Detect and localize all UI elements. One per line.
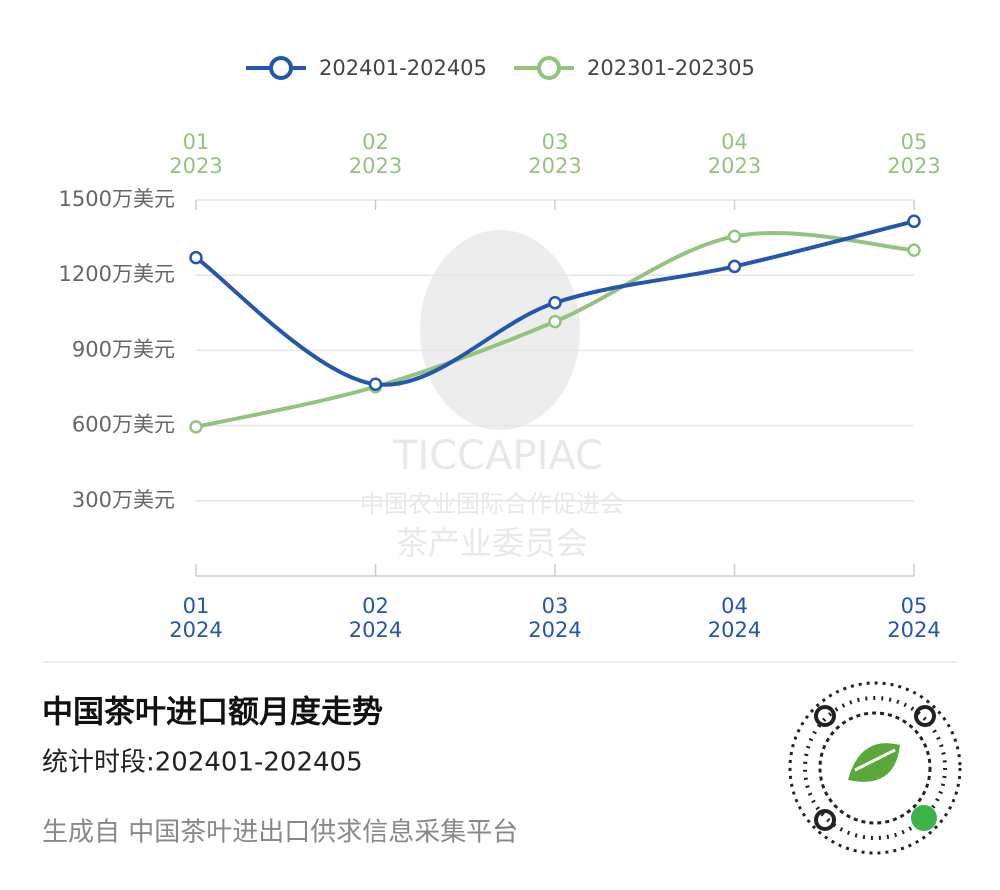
data-point: [189, 250, 203, 265]
x2-tick-label: 2023: [169, 154, 222, 178]
source: 生成自 中国茶叶进出口供求信息采集平台: [42, 818, 518, 848]
data-point: [189, 420, 203, 434]
legend-label: 202401-202405: [319, 56, 487, 80]
x-tick-label: 04: [721, 594, 748, 618]
x2-tick-label: 04: [721, 130, 748, 154]
data-point: [727, 229, 742, 244]
x2-tick-label: 02: [362, 130, 389, 154]
data-point: [907, 214, 921, 229]
x2-tick-label: 2023: [887, 154, 940, 178]
y-tick-label: 1500万美元: [59, 187, 175, 211]
x-tick-label: 03: [542, 594, 569, 618]
legend-marker: [537, 56, 561, 80]
x-tick-label: 2024: [528, 618, 581, 642]
legend-label: 202301-202305: [587, 56, 755, 80]
x-tick-label: 2024: [169, 618, 222, 642]
x-tick-label: 01: [183, 594, 210, 618]
x2-tick-label: 2023: [528, 154, 581, 178]
x-tick-label: 2024: [887, 618, 940, 642]
data-point: [727, 259, 742, 274]
y-tick-label: 300万美元: [72, 488, 175, 512]
x2-tick-label: 2023: [349, 154, 402, 178]
y-tick-label: 600万美元: [72, 413, 175, 437]
x2-tick-label: 01: [183, 130, 210, 154]
x-tick-label: 2024: [708, 618, 761, 642]
y-tick-label: 1200万美元: [59, 262, 175, 286]
watermark-text: 茶产业委员会: [396, 524, 588, 562]
x2-tick-label: 05: [901, 130, 928, 154]
x2-tick-label: 2023: [708, 154, 761, 178]
x2-tick-label: 03: [542, 130, 569, 154]
x-tick-label: 05: [901, 594, 928, 618]
data-point: [548, 296, 562, 310]
subtitle: 统计时段:202401-202405: [42, 748, 363, 778]
y-tick-label: 900万美元: [72, 337, 175, 361]
watermark-text: TICCAPIAC: [392, 433, 603, 479]
chart-title: 中国茶叶进口额月度走势: [42, 695, 383, 731]
watermark-text: 中国农业国际合作促进会: [360, 490, 624, 518]
data-point: [548, 314, 562, 329]
data-point: [907, 243, 921, 257]
data-point: [368, 377, 383, 391]
x-tick-label: 02: [362, 594, 389, 618]
x-tick-label: 2024: [349, 618, 402, 642]
legend-marker: [269, 56, 293, 80]
qr-code: [788, 681, 962, 855]
